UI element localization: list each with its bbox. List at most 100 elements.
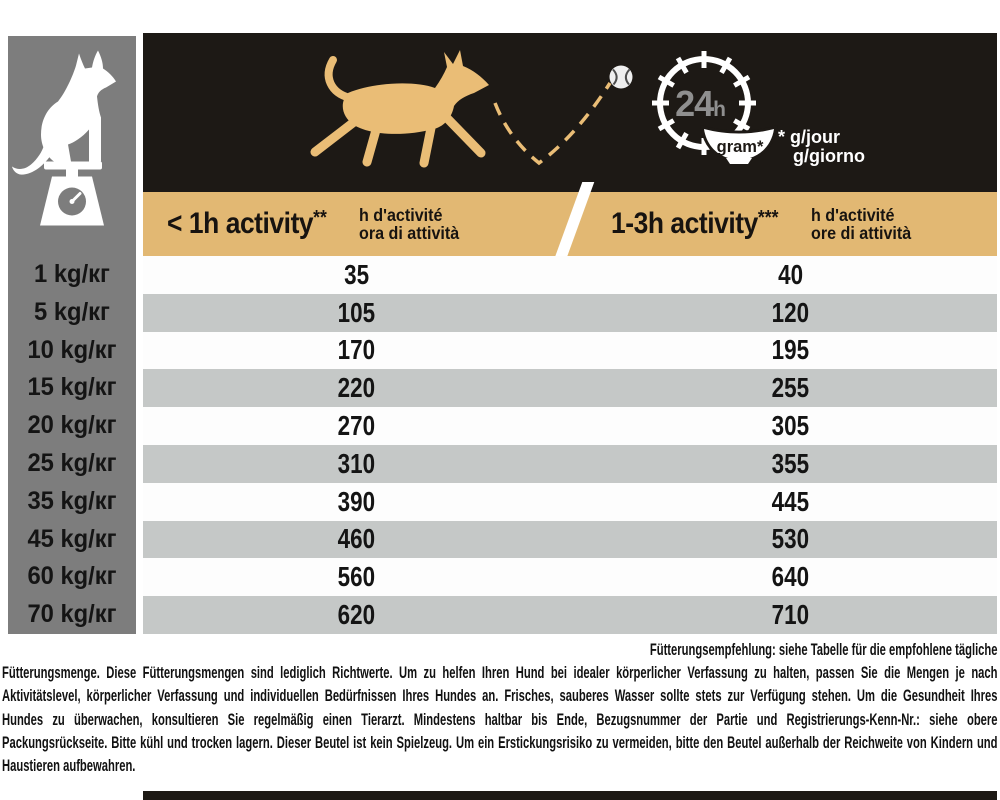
scale-platform [44,161,102,170]
running-dog-icon [310,50,489,168]
weight-label: 5 kg/кг [34,297,110,326]
header-high-activity: 1-3h activity*** h d'activité ore di att… [611,192,920,256]
header-low-activity: < 1h activity** h d'activité ora di atti… [167,192,468,256]
amount-cell-high: 445 [570,483,997,521]
amount-cell-high: 530 [570,521,997,559]
weight-label: 15 kg/кг [27,373,117,402]
feeding-amount-low: 170 [337,334,376,366]
feeding-amount-low: 390 [337,485,376,517]
table-row: 270 305 [143,407,997,445]
feeding-amount-high: 530 [771,523,810,555]
feeding-amount-high: 640 [771,561,810,593]
low-activity-title: < 1h activity** [167,207,327,241]
table-row: 620 710 [143,596,997,634]
dog-tail [12,145,52,175]
footer-line: Fütterungsmenge. Diese Fütterungsmengen … [2,664,998,683]
amount-cell-low: 105 [143,294,570,332]
amount-cell-low: 170 [143,332,570,370]
unit-note-gjour: * g/jour [778,127,840,147]
unit-note-ggiorno: g/giorno [793,146,865,166]
bowl-gram-label: gram* [717,138,764,156]
amount-cell-high: 355 [570,445,997,483]
footer-line: Hundes zu überwachen, konsultieren Sie r… [2,710,998,729]
feeding-amount-low: 220 [337,372,376,404]
table-row: 35 40 [143,256,997,294]
feeding-amount-high: 120 [771,296,810,328]
weight-label: 60 kg/кг [27,562,117,591]
feeding-amount-low: 460 [337,523,376,555]
footer-line: Haustieren aufbewahren. [2,756,136,775]
amount-cell-low: 220 [143,369,570,407]
weight-label: 35 kg/кг [27,486,117,515]
table-row: 460 530 [143,520,997,559]
amount-cell-low: 390 [143,483,570,521]
table-row: 105 120 [143,293,997,332]
table-row: 390 445 [143,482,997,521]
amount-cell-high: 40 [570,256,997,294]
weight-label: 1 kg/кг [34,260,110,288]
amount-cell-high: 255 [570,369,997,407]
weight-label: 25 kg/кг [27,448,117,477]
feeding-amount-low: 35 [344,258,369,290]
amount-cell-low: 460 [143,521,570,559]
weight-label: 10 kg/кг [27,335,117,364]
weight-label: 45 kg/кг [27,524,117,553]
feeding-amount-high: 710 [771,599,810,631]
amount-cell-low: 270 [143,407,570,445]
weight-label: 20 kg/кг [27,411,117,440]
high-activity-subtitle-it: ore di attività [811,223,912,243]
food-bowl-icon: gram* [700,124,778,164]
feeding-amount-low: 105 [337,296,376,328]
table-row: 170 195 [143,331,997,370]
feeding-amount-high: 40 [778,258,803,290]
weight-label: 70 kg/кг [27,600,117,629]
footer-heading: Fütterungsempfehlung: [649,641,776,659]
ball-trajectory [493,82,612,166]
feeding-amount-high: 195 [771,334,810,366]
amount-cell-low: 620 [143,596,570,634]
high-activity-title: 1-3h activity*** [611,207,778,241]
scale-stem [66,169,78,177]
feeding-amount-low: 270 [337,410,376,442]
low-activity-title-text: < 1h activity [167,207,314,240]
sitting-dog-silhouette [41,50,116,162]
high-activity-subtitle-fr: h d'activité [811,204,895,225]
svg-text:24h: 24h [675,83,725,124]
amount-cell-high: 710 [570,596,997,634]
high-activity-stars: *** [757,207,779,229]
amount-cell-high: 305 [570,407,997,445]
high-activity-title-text: 1-3h activity [611,207,758,240]
amount-cell-high: 195 [570,332,997,370]
clock-unit-label: h [713,98,725,121]
low-activity-stars: ** [313,207,327,229]
weight-panel: 1 kg/кг 5 kg/кг 10 kg/кг 15 kg/кг 20 kg/кг 25… [8,36,136,634]
footer-heading-rest: siehe Tabelle für die empfohlene täglich… [775,641,998,659]
table-row: 220 255 [143,369,997,408]
feeding-amount-high: 305 [771,410,810,442]
weight-labels: 1 kg/кг 5 kg/кг 10 kg/кг 15 kg/кг 20 kg/кг 25… [8,256,136,634]
scale-needle-hub [69,199,75,204]
tennis-ball-icon [609,65,633,89]
amount-cell-high: 120 [570,294,997,332]
banner-graphics: 24h gram* * g/jour g/giorno [310,50,865,168]
feeding-table: 35 40 105 120 170 195 220 255 270 305 310 355 390 445… [143,256,997,634]
feeding-amount-high: 255 [771,372,810,404]
feeding-amount-low: 620 [337,599,376,631]
footer-line: Packungsrückseite. Bitte kühl und trocke… [2,733,998,752]
activity-header-band: < 1h activity** h d'activité ora di atti… [143,182,997,266]
footer-text: Fütterungsempfehlung: siehe Tabelle für … [2,639,998,778]
table-row: 560 640 [143,558,997,597]
header-divider-slash [551,182,595,266]
activity-banner: 24h gram* * g/jour g/giorno [143,33,997,192]
feeding-amount-low: 560 [337,561,376,593]
clock-hours-label: 24 [675,83,714,124]
amount-cell-high: 640 [570,558,997,596]
feeding-amount-high: 355 [771,447,810,479]
dog-on-scale-icon [12,50,116,226]
high-activity-subtitle: h d'activité ore di attività [811,204,912,243]
low-activity-subtitle: h d'activité ora di attività [358,204,459,243]
low-activity-subtitle-fr: h d'activité [358,204,443,225]
low-activity-subtitle-it: ora di attività [358,223,459,243]
feeding-amount-high: 445 [771,485,810,517]
